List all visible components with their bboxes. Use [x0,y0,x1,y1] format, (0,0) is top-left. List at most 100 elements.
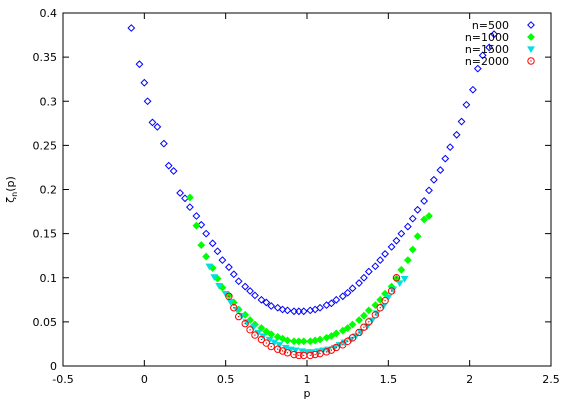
point-s0 [338,292,347,301]
point-s3 [343,337,352,345]
point-s1 [397,265,406,274]
point-s3 [267,342,275,351]
point-s1 [348,320,357,329]
point-s0 [462,100,471,109]
point-s3-ring [306,351,314,360]
point-s3-ring [283,349,292,357]
y-tick-label: 0 [50,360,57,373]
point-s1 [192,221,201,230]
point-s3 [381,296,389,305]
point-s0 [176,189,185,197]
point-s0 [478,51,487,60]
legend-label: n=2000 [465,55,509,68]
point-s0 [257,295,266,304]
point-s1 [316,335,324,344]
y-tick-label: 0.2 [40,184,58,197]
point-s0 [327,299,336,308]
point-s0 [267,302,276,310]
point-s3-dot [358,331,360,334]
point-s1 [338,326,347,335]
point-s0 [241,282,250,291]
point-s0 [403,222,412,231]
point-s0 [202,229,211,238]
point-s0 [387,242,396,251]
legend-marker [527,57,535,65]
point-s0 [229,270,238,279]
point-s0 [371,262,380,271]
point-s0 [355,279,363,287]
y-tick-label: 0.05 [33,316,58,329]
point-s2 [291,347,300,355]
point-s1 [202,252,211,261]
point-s2 [395,280,404,288]
point-s1 [257,324,266,332]
point-s0 [376,256,385,265]
point-s1 [262,327,271,336]
point-s2 [215,283,224,290]
point-s3-ring [371,311,380,319]
point-s3 [278,347,287,355]
point-s2 [275,342,284,349]
y-tick-label: 0.3 [40,95,58,108]
point-s1 [371,301,380,310]
point-s0 [381,250,389,258]
point-s1 [343,324,352,332]
y-tick-label: 0.4 [40,7,58,20]
data-points [127,24,498,360]
point-s3-ring [316,349,324,358]
point-s0 [262,298,271,307]
point-s0 [332,295,341,304]
point-s3-dot [281,350,284,352]
point-s3 [251,331,259,339]
point-s0 [197,220,206,229]
point-s1 [355,316,363,325]
point-s0 [283,306,292,315]
point-s3-dot [368,321,370,323]
point-s0 [246,287,254,295]
point-s1 [283,336,292,345]
legend-marker [527,46,535,53]
point-s3-dot [237,315,240,318]
point-s0 [360,273,368,282]
point-s3 [306,351,314,360]
point-s3 [348,334,357,342]
point-s3 [316,349,324,358]
point-s0 [441,154,450,163]
point-s3-dot [228,295,230,297]
point-s0 [485,43,494,52]
legend-label: n=500 [472,19,509,32]
point-s0 [343,288,352,297]
point-s3 [322,348,331,356]
point-s3-dot [286,352,289,354]
point-s1 [420,215,429,224]
point-s2 [400,275,409,283]
point-s3-dot [298,354,300,357]
legend-marker-dot [530,60,532,62]
point-s3 [295,351,303,360]
point-s1 [197,241,206,250]
point-s3-ring [262,339,271,347]
point-s0 [392,236,401,245]
point-s0 [159,139,168,148]
point-s3 [392,274,401,282]
point-s3-ring [360,323,368,331]
point-s0 [164,161,173,170]
series-1 [185,193,433,346]
point-s3-ring [365,318,373,326]
point-s3-ring [322,348,331,356]
x-axis-label: p [304,387,311,400]
point-s3-ring [251,331,259,339]
legend-label: n=1000 [465,31,509,44]
x-tick-label: 0 [141,373,148,386]
y-tick-label: 0.15 [33,228,58,241]
point-s1 [425,212,433,220]
point-s1 [364,306,373,315]
series-3 [225,274,401,360]
point-s3-dot [260,338,263,341]
point-s3-ring [339,341,347,349]
point-s3-ring [311,350,319,359]
point-s3 [283,349,292,357]
point-s0 [278,305,287,314]
